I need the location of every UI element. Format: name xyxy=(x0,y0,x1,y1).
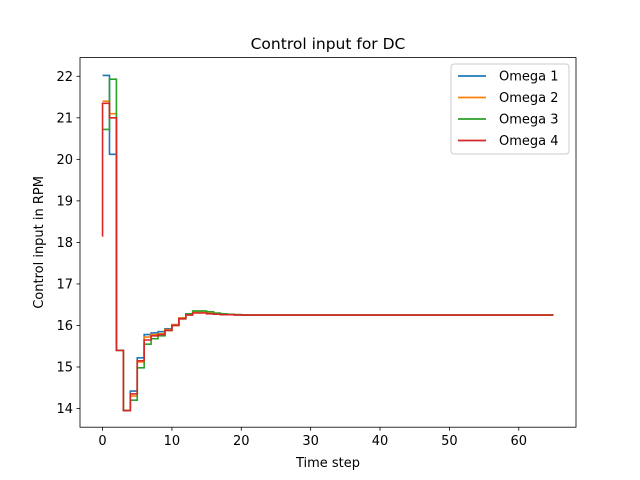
plot-area xyxy=(79,57,577,428)
x-axis-label: Time step xyxy=(295,456,360,471)
legend-label: Omega 2 xyxy=(499,91,559,106)
x-tick-label: 40 xyxy=(372,434,389,449)
legend: Omega 1 Omega 2 Omega 3 Omega 4 xyxy=(450,63,570,155)
y-tick-label: 19 xyxy=(56,194,73,209)
series-layer xyxy=(101,74,554,412)
x-tick-label: 0 xyxy=(98,434,106,449)
legend-entries: Omega 1 Omega 2 Omega 3 Omega 4 xyxy=(458,70,559,149)
legend-label: Omega 3 xyxy=(499,113,559,128)
x-tick-label: 20 xyxy=(233,434,250,449)
y-tick-label: 22 xyxy=(56,70,73,85)
y-tick-label: 14 xyxy=(56,402,73,417)
y-tick-label: 15 xyxy=(56,360,73,375)
x-tick-label: 60 xyxy=(510,434,527,449)
x-axis-ticks: 0 10 20 30 40 50 60 xyxy=(98,427,527,449)
y-axis-ticks: 14 15 16 17 18 19 20 21 22 xyxy=(56,70,80,417)
chart-title: Control input for DC xyxy=(251,35,406,53)
legend-label: Omega 4 xyxy=(499,134,559,149)
y-tick-label: 16 xyxy=(56,319,73,334)
series-line-omega-4 xyxy=(101,102,554,412)
y-tick-label: 21 xyxy=(56,111,73,126)
y-tick-label: 20 xyxy=(56,153,73,168)
legend-label: Omega 1 xyxy=(499,70,559,85)
y-tick-label: 18 xyxy=(56,236,73,251)
legend-box xyxy=(450,63,570,155)
y-axis-label: Control input in RPM xyxy=(32,176,47,309)
x-tick-label: 10 xyxy=(164,434,181,449)
y-tick-label: 17 xyxy=(56,277,73,292)
x-tick-label: 30 xyxy=(302,434,319,449)
x-tick-label: 50 xyxy=(441,434,458,449)
